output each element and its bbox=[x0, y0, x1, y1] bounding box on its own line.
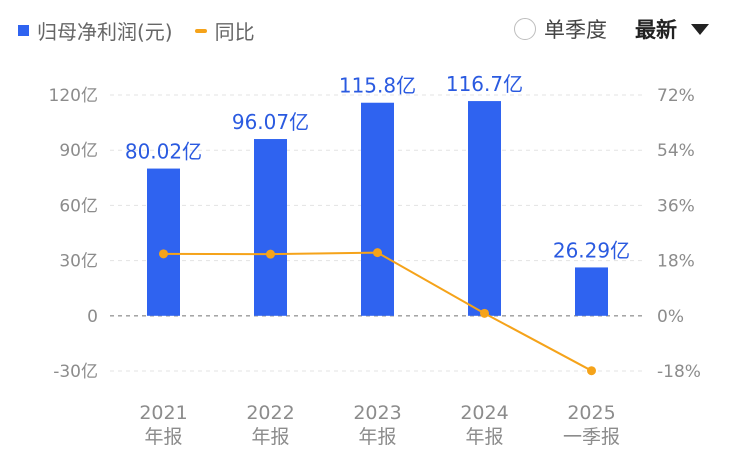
bar-value-label: 26.29亿 bbox=[553, 238, 630, 262]
bar-value-label: 96.07亿 bbox=[232, 110, 309, 134]
x-tick-label-period: 一季报 bbox=[563, 426, 620, 448]
x-tick-label-year: 2024 bbox=[460, 402, 508, 424]
yoy-point bbox=[159, 249, 168, 259]
x-tick-label-year: 2023 bbox=[353, 402, 401, 424]
y-right-tick-label: 0% bbox=[657, 307, 684, 327]
bar bbox=[361, 102, 394, 316]
y-left-tick-label: 60亿 bbox=[59, 196, 98, 216]
legend-item-net-profit[interactable]: 归母净利润(元) bbox=[18, 16, 173, 45]
y-left-tick-label: -30亿 bbox=[53, 362, 98, 382]
bar bbox=[575, 267, 608, 316]
bar-value-label: 80.02亿 bbox=[125, 140, 202, 164]
x-tick-label-period: 年报 bbox=[144, 426, 182, 448]
bar-value-label: 115.8亿 bbox=[339, 74, 416, 98]
y-right-tick-label: -18% bbox=[657, 362, 701, 382]
single-quarter-label[interactable]: 单季度 bbox=[544, 18, 607, 42]
x-tick-label-year: 2025 bbox=[567, 402, 615, 424]
chart-controls: 单季度 最新 bbox=[514, 14, 709, 44]
x-tick-label-period: 年报 bbox=[465, 426, 503, 448]
sort-dropdown-label: 最新 bbox=[635, 18, 677, 42]
sort-dropdown[interactable]: 最新 bbox=[635, 14, 709, 44]
x-tick-label-year: 2022 bbox=[246, 402, 294, 424]
yoy-point bbox=[480, 308, 489, 318]
y-left-tick-label: 30亿 bbox=[59, 252, 98, 272]
legend-net-profit-label: 归母净利润(元) bbox=[37, 20, 173, 44]
legend: 归母净利润(元) 同比 bbox=[18, 16, 277, 45]
y-left-tick-label: 0 bbox=[87, 307, 98, 327]
y-left-tick-label: 90亿 bbox=[59, 141, 98, 161]
x-tick-label-period: 年报 bbox=[358, 426, 396, 448]
legend-item-yoy[interactable]: 同比 bbox=[194, 16, 255, 45]
chart-header: 归母净利润(元) 同比 单季度 最新 bbox=[0, 0, 755, 60]
net-profit-swatch-icon bbox=[18, 25, 29, 36]
single-quarter-radio[interactable] bbox=[514, 18, 536, 40]
x-tick-label-period: 年报 bbox=[251, 426, 289, 448]
y-right-tick-label: 18% bbox=[657, 252, 695, 272]
y-right-tick-label: 72% bbox=[657, 86, 695, 106]
legend-yoy-label: 同比 bbox=[214, 20, 255, 44]
bar bbox=[147, 168, 180, 316]
bar-value-label: 116.7亿 bbox=[446, 72, 523, 96]
x-tick-label-year: 2021 bbox=[139, 402, 187, 424]
y-left-tick-label: 120亿 bbox=[49, 86, 98, 106]
y-right-tick-label: 36% bbox=[657, 196, 695, 216]
bar bbox=[468, 101, 501, 316]
yoy-point bbox=[373, 248, 382, 258]
yoy-swatch-icon bbox=[194, 28, 207, 33]
bar bbox=[254, 139, 287, 316]
y-right-tick-label: 54% bbox=[657, 141, 695, 161]
caret-down-icon bbox=[691, 23, 709, 35]
yoy-point bbox=[266, 249, 275, 259]
yoy-point bbox=[587, 366, 596, 376]
